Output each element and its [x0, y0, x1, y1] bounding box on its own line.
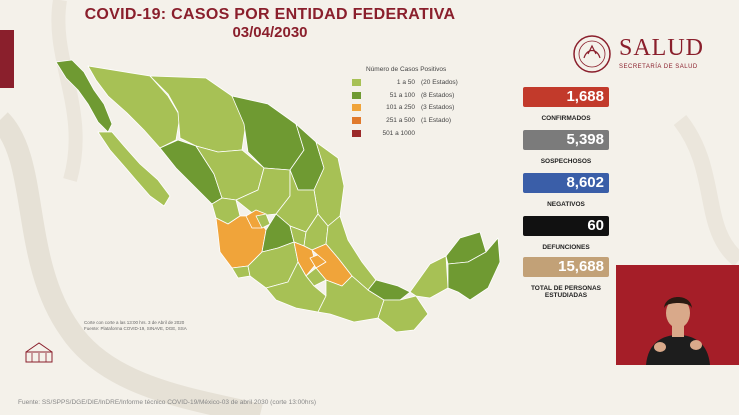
source-bar: Fuente: SS/SPPS/DGE/DIE/InDRE/Informe té… [0, 393, 739, 415]
legend-range: 251 a 500 [386, 117, 415, 125]
legend-swatch [352, 130, 361, 138]
total-studied-value: 15,688 [523, 257, 609, 277]
map-footnote: Corte con corte a las 13:00 hrs. 3 de Ab… [84, 320, 187, 332]
total-studied-label: TOTAL DE PERSONAS ESTUDIADAS [530, 285, 602, 299]
legend-swatch [352, 78, 361, 86]
state-quintana-roo [447, 237, 501, 301]
state-baja-california-sur [97, 131, 171, 207]
legend-count: (8 Estados) [421, 91, 455, 99]
legend-item: 1 a 50 (20 Estados) [352, 76, 458, 89]
legend-count: (20 Estados) [421, 78, 458, 86]
legend-item: 501 a 1000 [352, 127, 458, 140]
negative-value: 8,602 [523, 173, 609, 193]
government-building-icon [25, 342, 53, 363]
state-chiapas [377, 295, 429, 333]
legend-count: (1 Estado) [421, 117, 451, 125]
map-legend: Número de Casos Positivos 1 a 50 (20 Est… [352, 66, 458, 140]
mexico-map [55, 59, 501, 333]
legend-range: 501 a 1000 [382, 130, 415, 138]
state-colima [231, 265, 251, 279]
suspected-value: 5,398 [523, 130, 609, 150]
interpreter-figure-icon [616, 265, 739, 365]
state-guerrero [265, 261, 327, 313]
state-baja-california [55, 59, 113, 133]
legend-count: (3 Estados) [421, 104, 455, 112]
deaths-value: 60 [523, 216, 609, 236]
legend-title: Número de Casos Positivos [366, 66, 447, 73]
legend-range: 101 a 250 [386, 104, 415, 112]
suspected-label: SOSPECHOSOS [540, 158, 592, 165]
salud-logo-text: SALUD [619, 35, 705, 61]
negative-label: NEGATIVOS [547, 201, 585, 208]
legend-item: 101 a 250 (3 Estados) [352, 102, 458, 115]
page-title: COVID-19: CASOS POR ENTIDAD FEDERATIVA [84, 6, 456, 23]
confirmed-value: 1,688 [523, 87, 609, 107]
legend-swatch [352, 117, 361, 125]
salud-logo-subtitle: SECRETARÍA DE SALUD [619, 64, 698, 70]
state-campeche [409, 255, 449, 299]
mexico-seal-icon [573, 35, 611, 73]
legend-swatch [352, 104, 361, 112]
footnote-line-1: Corte con corte a las 13:00 hrs. 3 de Ab… [84, 320, 185, 325]
source-text: Fuente: SS/SPPS/DGE/DIE/InDRE/Informe té… [18, 399, 317, 406]
left-accent-tab [0, 30, 14, 88]
deaths-label: DEFUNCIONES [542, 244, 590, 251]
legend-swatch [352, 91, 361, 99]
report-date: 03/04/2030 [232, 24, 308, 41]
legend-item: 51 a 100 (8 Estados) [352, 89, 458, 102]
sign-language-interpreter-video [616, 265, 739, 365]
legend-range: 1 a 50 [396, 78, 415, 86]
confirmed-label: CONFIRMADOS [541, 115, 591, 122]
footnote-line-2: Fuente: Plataforma COVID-19, SINAVE, DGE… [84, 326, 187, 331]
legend-range: 51 a 100 [389, 91, 415, 99]
legend-item: 251 a 500 (1 Estado) [352, 114, 458, 127]
